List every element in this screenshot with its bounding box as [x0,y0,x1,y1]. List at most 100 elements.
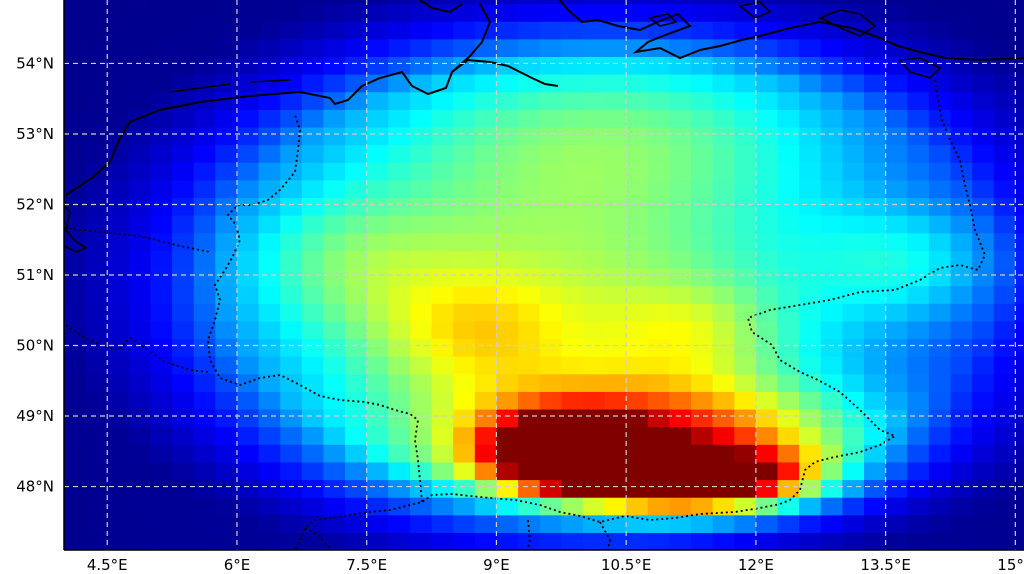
heatmap-cell [388,461,411,481]
heatmap-cell [323,303,346,322]
heatmap-cell [366,267,389,287]
heatmap-cell [582,162,606,181]
heatmap-cell [864,179,887,199]
heatmap-cell [604,250,627,269]
heatmap-cell [626,38,649,58]
heatmap-cell [864,514,887,533]
heatmap-cell [409,215,433,234]
heatmap-cell [215,215,238,234]
heatmap-cell [301,144,325,163]
heatmap-cell [431,250,454,269]
heatmap-cell [885,74,908,93]
heatmap-cell [950,514,973,533]
heatmap-cell [691,391,714,410]
heatmap-cell [474,56,498,75]
heatmap-cell [755,250,779,269]
heatmap-cell [582,356,606,375]
heatmap-cell [323,3,346,22]
heatmap-cell [561,444,584,463]
heatmap-cell [950,91,973,110]
heatmap-cell [431,74,454,93]
heatmap-cell [604,38,627,58]
heatmap-cell [215,126,238,146]
heatmap-cell [409,479,433,498]
heatmap-cell [215,497,238,516]
heatmap-cell [409,444,433,463]
heatmap-cell [950,179,973,199]
heatmap-cell [885,532,908,550]
heatmap-cell [604,74,627,93]
heatmap-cell [669,250,692,269]
heatmap-cell [777,426,800,445]
heatmap-cell [842,514,865,533]
heatmap-cell [561,479,584,498]
heatmap-cell [972,408,995,428]
heatmap-cell [280,144,303,163]
heatmap-cell [280,215,303,234]
heatmap-cell [280,320,303,340]
heatmap-cell [366,179,389,199]
heatmap-cell [1015,303,1024,322]
heatmap-cell [453,338,476,357]
heatmap-cell [950,391,973,410]
heatmap-cell [323,197,346,216]
heatmap-cell [280,162,303,181]
heatmap-cell [518,0,541,5]
heatmap-cell [993,109,1016,128]
heatmap-cell [453,232,476,251]
heatmap-cell [128,38,152,58]
heatmap-cell [820,232,843,251]
heatmap-cell [193,356,216,375]
heatmap-cell [561,267,584,287]
heatmap-cell [409,197,433,216]
heatmap-cell [366,532,389,550]
heatmap-cell [669,215,692,234]
heatmap-cell [842,38,865,58]
baltic-islands [648,1,942,79]
heatmap-cell [928,426,952,445]
heatmap-cell [820,408,843,428]
heatmap-cell [280,338,303,357]
heatmap-cell [799,162,822,181]
heatmap-cell [345,38,368,58]
heatmap-cell [712,426,735,445]
heatmap-cell [928,320,952,340]
heatmap-cell [712,391,735,410]
heatmap-cell [258,21,281,40]
heatmap-cell [85,320,108,340]
heatmap-cell [496,338,519,357]
heatmap-cell [691,497,714,516]
heatmap-cell [582,74,606,93]
heatmap-cell [993,144,1016,163]
heatmap-cell [907,408,930,428]
heatmap-cell [907,197,930,216]
heatmap-cell [993,497,1016,516]
heatmap-cell [539,267,562,287]
heatmap-cell [345,197,368,216]
heatmap-cell [755,532,779,550]
heatmap-cell [193,444,216,463]
heatmap-cell [172,250,195,269]
heatmap-cell [626,320,649,340]
heatmap-cell [993,126,1016,146]
heatmap-cell [864,197,887,216]
heatmap-cell [691,479,714,498]
heatmap-cell [777,21,800,40]
heatmap-cell [928,215,952,234]
heatmap-cell [626,426,649,445]
heatmap-cell [691,144,714,163]
heatmap-cell [582,391,606,410]
heatmap-cell [820,285,843,304]
heatmap-cell [712,532,735,550]
heatmap-cell [258,303,281,322]
heatmap-cell [885,56,908,75]
y-tick-label: 49°N [16,407,54,425]
heatmap-cell [972,179,995,199]
map-outlines [64,0,1024,550]
heatmap-cell [626,408,649,428]
heatmap-cell [236,267,260,287]
heatmap-cell [972,38,995,58]
heatmap-cell [712,356,735,375]
heatmap-cell [85,267,108,287]
heatmap-cell [301,514,325,533]
